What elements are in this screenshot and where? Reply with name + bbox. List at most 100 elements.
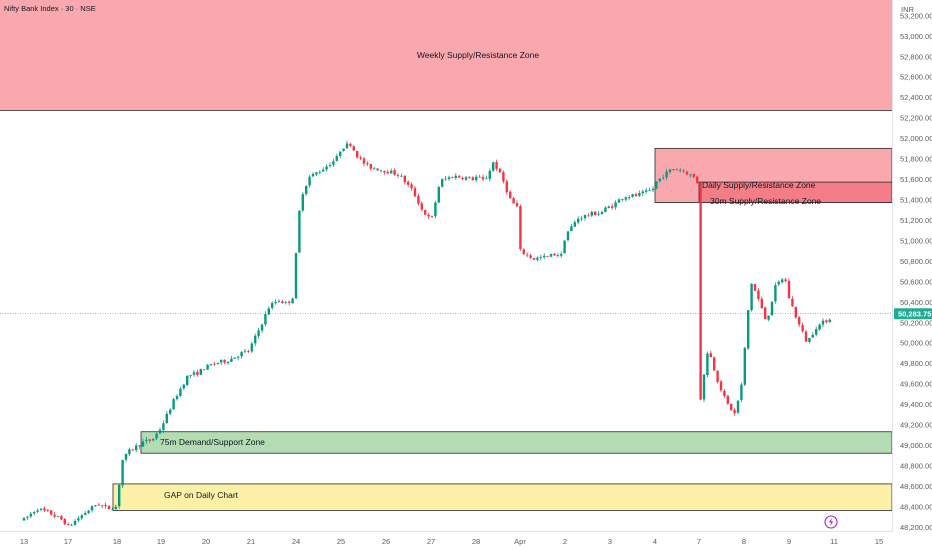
candle xyxy=(767,315,770,322)
candle xyxy=(770,301,774,316)
candle xyxy=(651,186,655,193)
zone-label-4: GAP on Daily Chart xyxy=(164,490,239,500)
candle xyxy=(131,448,134,452)
candle xyxy=(488,168,491,182)
candle xyxy=(430,215,434,218)
candle xyxy=(682,168,685,174)
candle xyxy=(376,168,379,171)
candle xyxy=(444,176,447,181)
price-tick-0: 53,200.00 xyxy=(900,11,932,20)
candle xyxy=(189,374,192,378)
candle xyxy=(138,445,141,449)
candle xyxy=(825,319,828,324)
time-tick-1: 17 xyxy=(64,537,72,546)
candle xyxy=(740,382,743,403)
candle xyxy=(485,175,488,180)
candle xyxy=(713,356,716,372)
candle xyxy=(158,427,162,435)
price-tick-9: 51,400.00 xyxy=(900,196,932,205)
candle xyxy=(549,253,553,258)
candle xyxy=(774,282,777,304)
time-tick-2: 18 xyxy=(113,537,121,546)
candle xyxy=(216,362,219,365)
candle xyxy=(362,156,366,167)
candle xyxy=(726,395,729,405)
candle xyxy=(223,359,226,365)
candle xyxy=(658,178,661,183)
price-tick-18: 49,600.00 xyxy=(900,380,932,389)
time-axis[interactable]: 13 17 18 19 20 21 24 25 26 27 28 Apr 2 3 4 7 8 9 11 15 xyxy=(20,537,883,546)
candle xyxy=(373,166,376,170)
candle xyxy=(522,248,525,256)
candle xyxy=(434,200,437,219)
zone-rect-4[interactable] xyxy=(112,483,893,511)
candle xyxy=(383,170,386,175)
candle xyxy=(679,167,682,173)
candle xyxy=(165,411,168,424)
price-tick-14: 50,400.00 xyxy=(900,298,932,307)
candle xyxy=(305,185,308,196)
time-tick-3: 19 xyxy=(157,537,165,546)
candle xyxy=(410,182,413,192)
price-tick-11: 51,000.00 xyxy=(900,236,932,245)
candle xyxy=(478,174,481,178)
lightning-icon[interactable] xyxy=(824,515,838,529)
candle xyxy=(128,447,131,457)
candle xyxy=(60,514,63,521)
candle xyxy=(243,348,247,354)
candle xyxy=(141,438,145,447)
candle xyxy=(393,168,396,176)
candle xyxy=(784,277,787,283)
candle xyxy=(471,176,474,181)
candle xyxy=(706,351,709,377)
candle xyxy=(515,200,519,208)
candle xyxy=(760,296,763,310)
candle xyxy=(226,361,230,365)
candle xyxy=(400,173,403,178)
candle xyxy=(699,183,702,401)
time-tick-7: 25 xyxy=(337,537,345,546)
candle xyxy=(39,508,43,512)
candle xyxy=(566,230,570,242)
time-tick-8: 26 xyxy=(382,537,390,546)
candle xyxy=(495,159,498,171)
candle xyxy=(645,187,648,194)
candle xyxy=(114,504,117,510)
candle xyxy=(454,173,457,180)
candle xyxy=(56,515,60,518)
candle xyxy=(396,173,400,178)
candle xyxy=(67,522,70,526)
candle xyxy=(594,211,597,216)
candle xyxy=(63,517,66,526)
candle xyxy=(505,179,508,195)
zone-rect-0[interactable] xyxy=(0,0,892,111)
candle xyxy=(315,171,318,177)
candle xyxy=(121,459,124,489)
price-tick-7: 51,800.00 xyxy=(900,155,932,164)
candle xyxy=(733,407,736,416)
candle xyxy=(532,257,536,261)
time-tick-15: 7 xyxy=(697,537,701,546)
candle xyxy=(475,174,478,183)
candle xyxy=(668,168,672,175)
price-tick-22: 48,800.00 xyxy=(900,462,932,471)
candle xyxy=(696,175,699,184)
candle xyxy=(386,169,389,175)
candle xyxy=(247,349,250,353)
candle xyxy=(233,357,236,359)
candle xyxy=(267,306,270,315)
candle xyxy=(50,510,53,516)
price-axis[interactable]: 53,200.00 53,000.00 52,800.00 52,600.00 52,4… xyxy=(900,11,932,532)
candle xyxy=(617,198,621,203)
candle xyxy=(73,519,77,526)
candle xyxy=(349,142,352,148)
candle xyxy=(22,517,26,521)
candle xyxy=(638,190,641,197)
candle xyxy=(335,153,338,162)
candle xyxy=(328,162,332,168)
candle xyxy=(87,509,90,515)
candle xyxy=(808,337,811,344)
price-tick-21: 49,000.00 xyxy=(900,441,932,450)
candle xyxy=(458,174,461,178)
